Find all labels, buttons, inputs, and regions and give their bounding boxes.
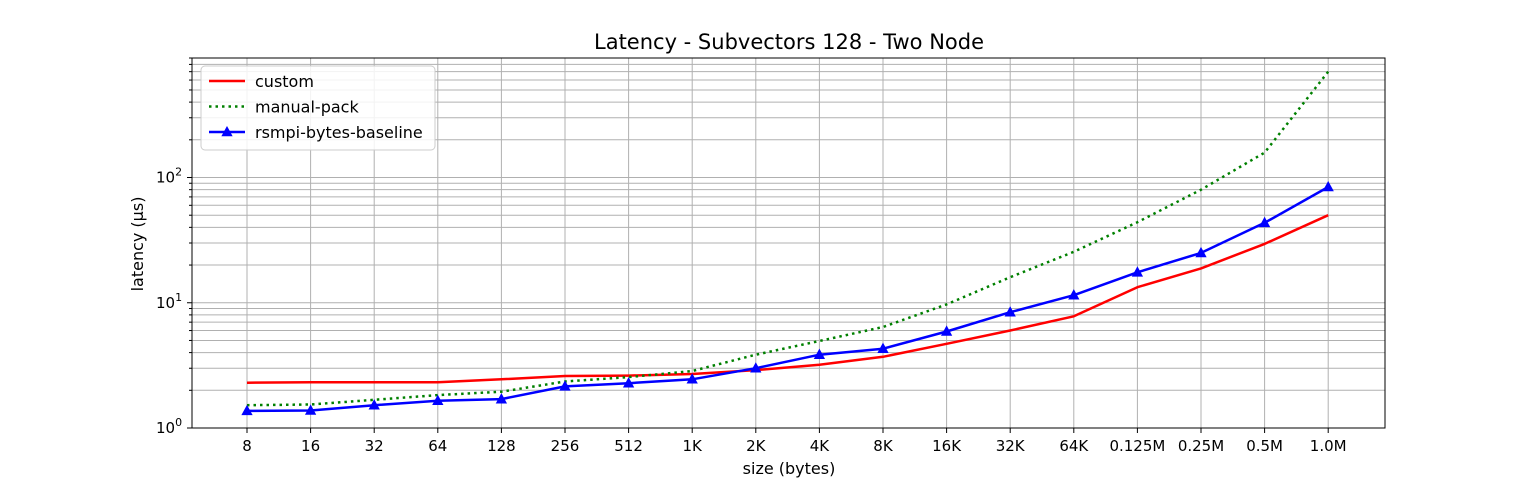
- legend-marker-rsmpi-bytes-baseline: [221, 125, 233, 137]
- x-axis-ticks: 8 16 32 64 128 256 512 1K 2K 4K 8K 16K 32K 64K 0.125M 0…: [242, 428, 1347, 455]
- x-tick-label: 64: [428, 437, 447, 455]
- x-tick-label: 512: [614, 437, 643, 455]
- y-tick-label-exponent: 2: [175, 166, 182, 179]
- data-point-rsmpi-bytes-baseline: [1322, 180, 1334, 192]
- y-tick-label-base: 10: [156, 419, 175, 437]
- series-line-custom: [246, 214, 1329, 384]
- data-point-rsmpi-bytes-baseline: [877, 342, 889, 353]
- x-tick-label: 1K: [683, 437, 704, 455]
- y-tick-label-base: 10: [156, 169, 175, 187]
- x-tick-label: 32K: [996, 437, 1026, 455]
- y-tick-label-exponent: 1: [175, 291, 182, 304]
- series-line-manual-pack: [246, 70, 1330, 407]
- data-point-rsmpi-bytes-baseline: [432, 394, 444, 406]
- x-tick-label: 1.0M: [1310, 437, 1347, 455]
- x-tick-label: 64K: [1059, 437, 1089, 455]
- legend: custom manual-pack rsmpi-bytes-baseline: [200, 65, 436, 151]
- data-point-rsmpi-bytes-baseline: [750, 362, 762, 373]
- x-tick-label: 8: [242, 437, 252, 455]
- data-point-rsmpi-bytes-baseline: [1131, 266, 1144, 277]
- x-tick-label: 4K: [810, 437, 831, 455]
- legend-label-rsmpi-bytes-baseline: rsmpi-bytes-baseline: [255, 123, 423, 142]
- y-tick-label-base: 10: [156, 294, 175, 312]
- y-tick-label: 102: [156, 166, 182, 187]
- data-point-rsmpi-bytes-baseline: [559, 380, 571, 391]
- data-point-rsmpi-bytes-baseline: [1195, 246, 1207, 258]
- x-tick-label: 32: [365, 437, 384, 455]
- x-tick-label: 0.125M: [1109, 437, 1165, 455]
- data-point-rsmpi-bytes-baseline: [1004, 306, 1016, 317]
- x-tick-label: 2K: [746, 437, 767, 455]
- x-tick-label: 16: [301, 437, 320, 455]
- data-point-rsmpi-bytes-baseline: [686, 373, 698, 384]
- x-tick-label: 256: [551, 437, 580, 455]
- y-tick-label: 101: [156, 291, 182, 312]
- y-axis-label: latency (µs): [128, 197, 147, 292]
- legend-label-custom: custom: [255, 72, 314, 91]
- y-tick-label-exponent: 0: [175, 416, 182, 429]
- y-tick-label: 100: [156, 416, 182, 437]
- data-point-rsmpi-bytes-baseline: [495, 393, 508, 404]
- x-tick-label: 8K: [873, 437, 894, 455]
- data-point-rsmpi-bytes-baseline: [813, 348, 826, 359]
- data-point-rsmpi-bytes-baseline: [304, 404, 317, 415]
- legend-label-manual-pack: manual-pack: [255, 98, 359, 117]
- chart-title: Latency - Subvectors 128 - Two Node: [594, 30, 984, 54]
- x-axis-label: size (bytes): [743, 459, 836, 478]
- data-point-rsmpi-bytes-baseline: [368, 399, 380, 410]
- series-lines: [241, 70, 1334, 416]
- data-point-rsmpi-bytes-baseline: [940, 325, 953, 336]
- data-point-rsmpi-bytes-baseline: [241, 404, 253, 416]
- data-point-rsmpi-bytes-baseline: [1068, 289, 1080, 300]
- x-tick-label: 128: [487, 437, 516, 455]
- series-line-rsmpi-bytes-baseline: [246, 185, 1329, 413]
- x-tick-label: 0.5M: [1246, 437, 1283, 455]
- x-tick-label: 16K: [932, 437, 962, 455]
- data-point-rsmpi-bytes-baseline: [1258, 216, 1271, 228]
- x-tick-label: 0.25M: [1178, 437, 1224, 455]
- legend-box: [200, 65, 436, 151]
- data-point-rsmpi-bytes-baseline: [622, 377, 635, 388]
